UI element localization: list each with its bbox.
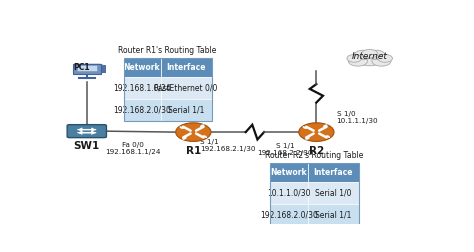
Text: Router R2's Routing Table: Router R2's Routing Table: [265, 151, 364, 160]
Text: Interface: Interface: [313, 168, 353, 177]
Text: Serial 1/1: Serial 1/1: [168, 106, 204, 115]
Bar: [124, 58, 161, 77]
Bar: [271, 163, 308, 182]
FancyBboxPatch shape: [77, 65, 97, 72]
Circle shape: [372, 56, 391, 66]
Text: Network: Network: [271, 168, 307, 177]
Text: Router R1's Routing Table: Router R1's Routing Table: [118, 46, 217, 55]
Circle shape: [176, 123, 211, 141]
Circle shape: [362, 49, 378, 58]
Text: Internet: Internet: [352, 52, 388, 61]
Text: S 1/1
192.168.2.2/30: S 1/1 192.168.2.2/30: [257, 143, 313, 156]
Text: Interface: Interface: [166, 63, 206, 72]
Text: R1: R1: [186, 146, 201, 156]
Bar: [124, 77, 161, 99]
Circle shape: [367, 50, 385, 59]
Circle shape: [348, 56, 367, 66]
Polygon shape: [73, 64, 104, 65]
Text: 192.168.2.0/30: 192.168.2.0/30: [113, 106, 171, 115]
Bar: [161, 99, 212, 121]
Circle shape: [354, 50, 372, 59]
Bar: [308, 182, 359, 204]
Bar: [271, 204, 308, 226]
Text: SW1: SW1: [73, 141, 100, 151]
Circle shape: [299, 123, 334, 141]
Bar: [124, 99, 161, 121]
Text: 10.1.1.0/30: 10.1.1.0/30: [267, 188, 311, 197]
FancyBboxPatch shape: [101, 65, 106, 73]
Text: Serial 1/0: Serial 1/0: [315, 188, 351, 197]
Text: Network: Network: [124, 63, 160, 72]
Text: 192.168.2.0/30: 192.168.2.0/30: [260, 211, 318, 219]
Text: Fa 0/0
192.168.1.1/24: Fa 0/0 192.168.1.1/24: [105, 142, 161, 155]
Text: S 1/1
192.168.2.1/30: S 1/1 192.168.2.1/30: [200, 140, 255, 152]
FancyBboxPatch shape: [67, 125, 107, 138]
Text: R2: R2: [309, 146, 324, 156]
Circle shape: [356, 51, 383, 66]
Bar: [161, 77, 212, 99]
Text: PC1: PC1: [74, 64, 91, 72]
Circle shape: [378, 54, 392, 62]
Text: S 1/0
10.1.1.1/30: S 1/0 10.1.1.1/30: [337, 111, 378, 124]
Bar: [271, 163, 359, 226]
Bar: [124, 58, 212, 121]
Bar: [271, 182, 308, 204]
Text: Serial 1/1: Serial 1/1: [315, 211, 351, 219]
Bar: [308, 204, 359, 226]
FancyBboxPatch shape: [73, 64, 101, 75]
Bar: [308, 163, 359, 182]
Text: 192.168.1.0/24: 192.168.1.0/24: [113, 83, 171, 92]
Text: FastEthernet 0/0: FastEthernet 0/0: [155, 83, 218, 92]
Bar: [161, 58, 212, 77]
Circle shape: [347, 54, 362, 62]
